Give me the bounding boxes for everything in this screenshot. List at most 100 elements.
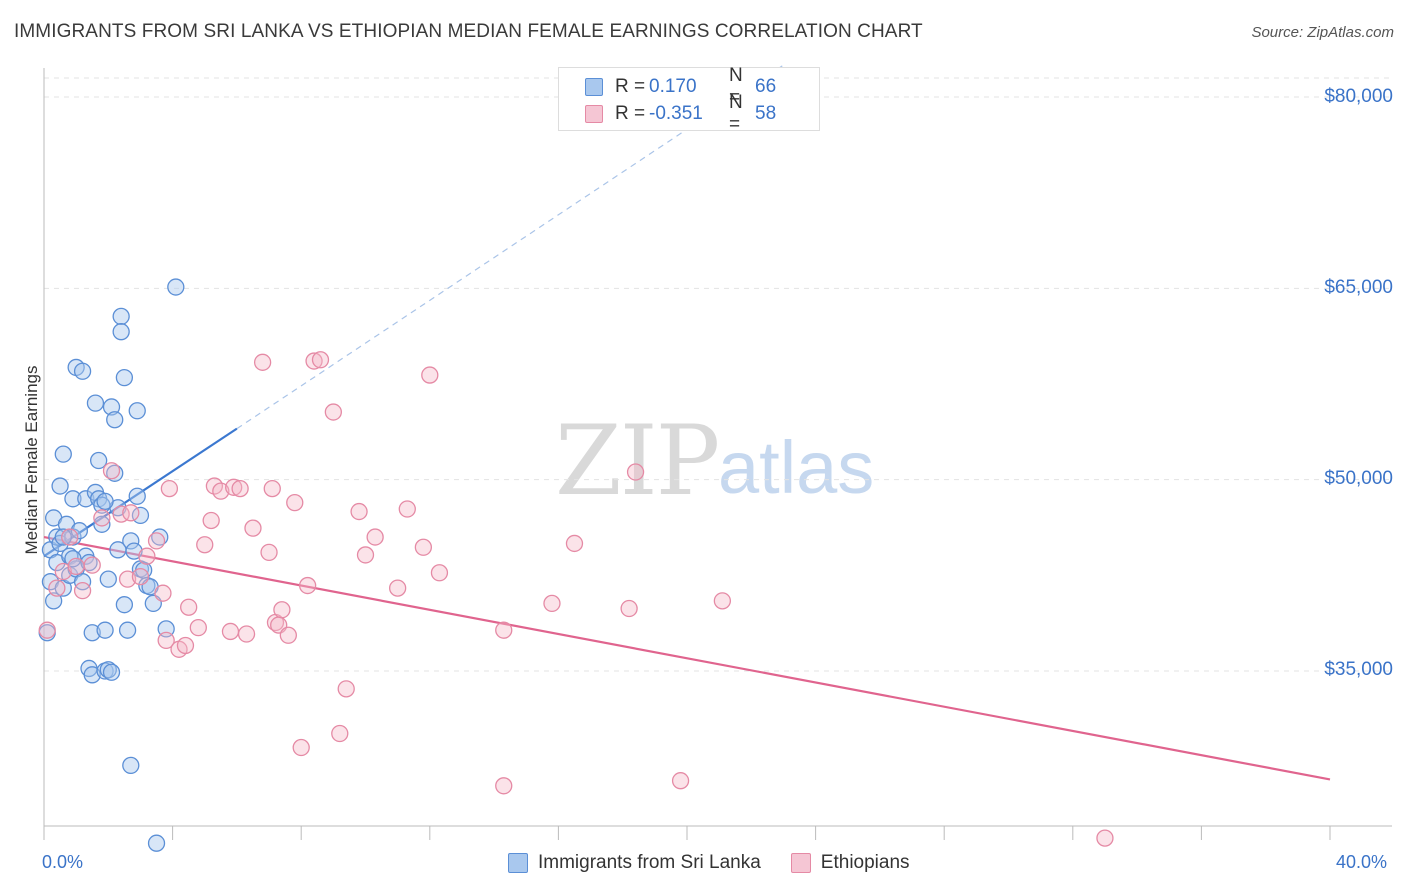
n-value: 66 [755, 76, 777, 97]
legend-label: Immigrants from Sri Lanka [538, 852, 761, 873]
point-ethiopians [279, 626, 297, 644]
point-ethiopians [495, 777, 513, 795]
point-ethiopians [244, 519, 262, 537]
point-ethiopians [102, 462, 121, 480]
point-ethiopians [324, 403, 343, 421]
point-sri-lanka [122, 756, 140, 775]
point-sri-lanka [77, 490, 95, 508]
point-sri-lanka [128, 487, 146, 505]
point-ethiopians [398, 500, 416, 518]
point-ethiopians [61, 528, 79, 546]
source-label: Source: ZipAtlas.com [1251, 24, 1394, 41]
r-value: -0.351 [649, 103, 703, 124]
legend-item-ethiopians[interactable]: Ethiopians [790, 852, 910, 874]
point-ethiopians [1096, 829, 1114, 847]
point-ethiopians [286, 493, 304, 512]
legend-label: Ethiopians [820, 852, 910, 873]
swatch-blue [585, 78, 603, 96]
point-ethiopians [350, 502, 368, 521]
point-sri-lanka [64, 490, 82, 508]
r-label: R = [615, 76, 646, 97]
point-sri-lanka [93, 515, 111, 533]
point-sri-lanka [80, 553, 98, 572]
point-ethiopians [73, 581, 92, 600]
x-tick-max: 40.0% [1336, 852, 1388, 872]
point-ethiopians [93, 509, 111, 527]
point-ethiopians [430, 564, 449, 582]
point-ethiopians [292, 738, 310, 757]
point-ethiopians [713, 592, 732, 610]
point-sri-lanka [44, 592, 63, 610]
legend-swatch-blue [508, 853, 528, 873]
point-ethiopians [671, 772, 690, 790]
trend-line-sri-lanka [43, 427, 238, 558]
point-sri-lanka [73, 573, 92, 591]
point-ethiopians [225, 478, 243, 496]
trend-lines-ethiopians [43, 535, 1331, 781]
watermark-zip: ZIP [555, 405, 720, 517]
n-value: 58 [755, 103, 777, 124]
point-ethiopians [620, 599, 638, 618]
point-sri-lanka [83, 666, 101, 684]
point-ethiopians [154, 584, 172, 602]
point-sri-lanka [128, 402, 146, 420]
r-label: R = [615, 103, 646, 124]
point-sri-lanka [112, 323, 130, 341]
axes [43, 68, 1392, 840]
point-sri-lanka [73, 362, 92, 380]
point-ethiopians [83, 556, 101, 574]
point-sri-lanka [125, 542, 143, 560]
watermark-atlas: atlas [718, 426, 875, 509]
point-ethiopians [196, 536, 214, 554]
point-ethiopians [273, 601, 291, 619]
point-sri-lanka [106, 411, 124, 429]
point-ethiopians [356, 546, 375, 564]
point-ethiopians [495, 621, 513, 639]
legend-item-sri-lanka[interactable]: Immigrants from Sri Lanka [508, 852, 761, 874]
point-ethiopians [189, 618, 207, 637]
point-sri-lanka [102, 398, 121, 416]
point-sri-lanka [112, 307, 130, 326]
point-sri-lanka [70, 522, 89, 540]
point-ethiopians [253, 353, 272, 371]
point-sri-lanka [106, 464, 124, 482]
point-ethiopians [543, 594, 561, 613]
point-sri-lanka [167, 278, 185, 296]
y-tick-65000: $65,000 [1324, 277, 1393, 298]
stats-row-sri-lanka: R = 0.170 N = 66 [585, 65, 777, 108]
legend-swatch-pink [790, 853, 811, 873]
point-ethiopians [147, 532, 166, 550]
trend-lines-sri-lanka [43, 64, 784, 558]
point-ethiopians [565, 534, 584, 553]
point-sri-lanka [99, 661, 117, 679]
n-label: N = [729, 92, 743, 135]
point-ethiopians [221, 622, 240, 641]
y-axis-label: Median Female Earnings [22, 365, 41, 555]
point-ethiopians [157, 631, 175, 650]
chart-title: IMMIGRANTS FROM SRI LANKA VS ETHIOPIAN M… [14, 21, 923, 42]
point-ethiopians [118, 570, 137, 588]
point-sri-lanka [99, 570, 117, 588]
point-sri-lanka [115, 596, 134, 614]
r-value: 0.170 [649, 76, 697, 97]
point-ethiopians [311, 351, 330, 369]
swatch-pink [585, 105, 603, 123]
point-ethiopians [48, 579, 66, 597]
y-tick-50000: $50,000 [1324, 468, 1393, 489]
point-ethiopians [263, 479, 281, 498]
y-tick-35000: $35,000 [1324, 659, 1393, 680]
point-ethiopians [298, 576, 317, 595]
point-ethiopians [131, 567, 150, 586]
point-ethiopians [122, 504, 140, 522]
point-sri-lanka [54, 445, 72, 463]
point-ethiopians [138, 547, 156, 565]
point-ethiopians [260, 543, 278, 562]
stats-legend: R = 0.170 N = 66 R = -0.351 N = 58 [558, 65, 820, 135]
point-sri-lanka [147, 834, 166, 852]
point-sri-lanka [118, 621, 137, 639]
point-sri-lanka [122, 532, 140, 550]
point-sri-lanka [102, 663, 121, 681]
point-ethiopians [180, 598, 198, 616]
point-sri-lanka [51, 477, 69, 495]
point-ethiopians [237, 625, 256, 643]
